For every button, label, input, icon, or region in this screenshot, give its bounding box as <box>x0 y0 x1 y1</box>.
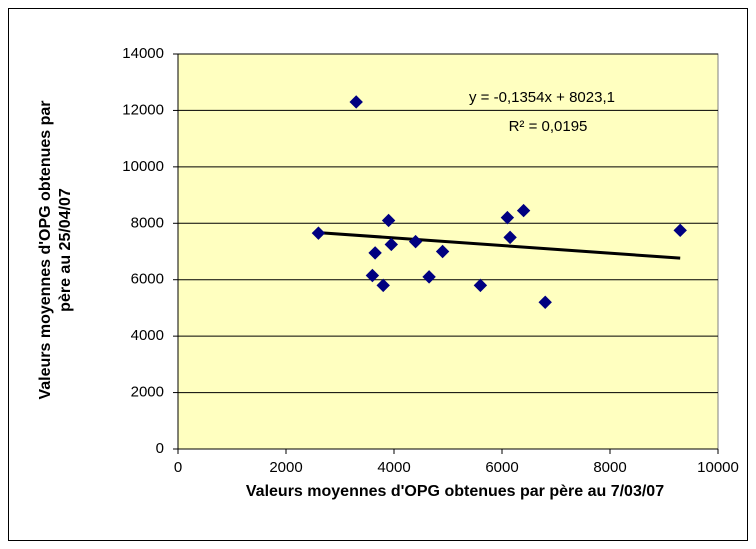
y-axis-title: Valeurs moyennes d'OPG obtenues par <box>37 100 54 399</box>
trendline <box>318 231 681 260</box>
y-tick-label: 8000 <box>131 214 164 231</box>
y-tick-label: 10000 <box>122 158 164 175</box>
point <box>435 244 450 259</box>
point <box>538 295 552 309</box>
point <box>473 278 488 293</box>
y-tick-label: 4000 <box>131 327 164 344</box>
point <box>376 278 390 293</box>
point <box>408 234 423 249</box>
y-tick-label: 2000 <box>131 384 164 401</box>
point <box>384 237 399 252</box>
x-tick-label: 0 <box>174 459 182 476</box>
x-tick-label: 8000 <box>593 459 626 476</box>
y-axis-title: père au 25/04/07 <box>57 188 74 312</box>
y-tick-label: 12000 <box>122 101 164 118</box>
y-tick-label: 0 <box>156 440 164 457</box>
x-tick-label: 10000 <box>697 459 739 476</box>
x-tick-label: 2000 <box>269 459 302 476</box>
y-tick-label: 6000 <box>131 271 164 288</box>
point <box>365 268 380 283</box>
trendline-equation: y = -0,1354x + 8023,1 <box>469 89 615 106</box>
x-tick-label: 4000 <box>377 459 410 476</box>
y-tick-label: 14000 <box>122 45 164 62</box>
point <box>422 270 436 284</box>
point <box>349 95 363 109</box>
point <box>500 210 515 225</box>
point <box>381 213 396 228</box>
r-squared: R² = 0,0195 <box>509 118 588 135</box>
point <box>311 226 326 240</box>
point <box>368 246 382 260</box>
point <box>516 203 531 218</box>
point <box>503 230 517 245</box>
x-tick-label: 6000 <box>485 459 518 476</box>
x-axis-title: Valeurs moyennes d'OPG obtenues par père… <box>246 483 664 500</box>
point <box>673 223 687 238</box>
